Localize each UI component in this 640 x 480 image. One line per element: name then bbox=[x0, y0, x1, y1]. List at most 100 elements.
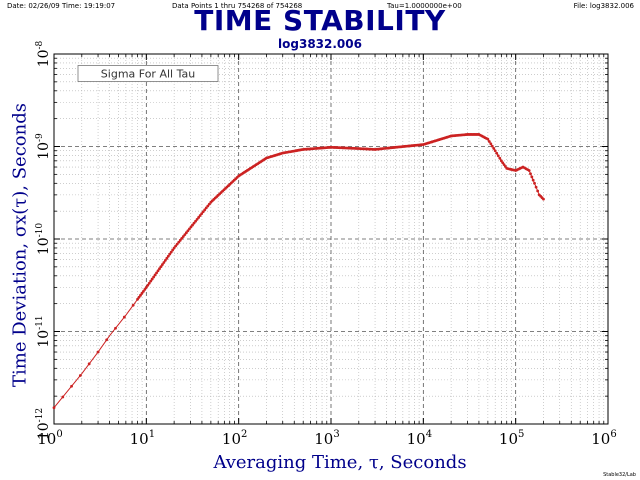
data-point bbox=[207, 202, 211, 206]
data-point bbox=[178, 238, 182, 242]
data-point bbox=[78, 374, 82, 377]
data-point bbox=[175, 242, 179, 246]
data-point bbox=[139, 293, 142, 297]
x-tick-label: 100 bbox=[37, 429, 62, 448]
y-tick-label: 10-9 bbox=[35, 133, 52, 160]
data-point bbox=[169, 250, 173, 254]
data-point bbox=[534, 185, 538, 189]
data-point bbox=[150, 277, 154, 281]
data-point bbox=[487, 140, 491, 143]
data-point bbox=[188, 227, 191, 231]
data-point bbox=[122, 315, 126, 319]
data-point bbox=[527, 169, 531, 172]
header-tau: Tau=1.0000000e+00 bbox=[387, 2, 462, 10]
x-tick-label: 104 bbox=[407, 429, 432, 448]
data-point bbox=[171, 248, 175, 252]
data-point bbox=[172, 246, 176, 250]
data-point bbox=[152, 275, 156, 279]
data-point bbox=[140, 291, 144, 295]
header-file: File: log3832.006 bbox=[573, 2, 634, 10]
data-point bbox=[165, 256, 169, 260]
x-tick-label: 103 bbox=[314, 429, 339, 448]
data-point bbox=[530, 175, 534, 179]
data-point bbox=[144, 285, 148, 289]
data-point bbox=[194, 219, 197, 223]
data-point bbox=[498, 156, 502, 160]
data-point bbox=[149, 279, 153, 283]
data-point bbox=[105, 338, 109, 342]
annotation-text: Sigma For All Tau bbox=[101, 68, 195, 81]
data-point bbox=[492, 147, 496, 150]
chart-title: TIME STABILITY bbox=[194, 4, 446, 37]
data-point bbox=[70, 384, 73, 388]
data-point bbox=[536, 189, 540, 193]
data-point bbox=[146, 283, 150, 287]
data-point bbox=[197, 216, 201, 219]
data-point bbox=[137, 295, 141, 299]
data-point bbox=[136, 297, 139, 301]
data-point bbox=[189, 225, 193, 229]
data-point bbox=[142, 289, 145, 293]
data-point bbox=[177, 240, 181, 244]
y-tick-label: 10-10 bbox=[35, 223, 52, 256]
y-axis-label: Time Deviation, σx(τ), Seconds bbox=[9, 103, 31, 387]
y-tick-label: 10-11 bbox=[35, 315, 52, 347]
y-tick-label: 10-8 bbox=[35, 40, 52, 67]
data-point bbox=[159, 265, 163, 269]
data-point bbox=[61, 395, 65, 399]
data-point bbox=[52, 406, 56, 410]
y-axis-label-wrap: Time Deviation, σx(τ), Seconds bbox=[0, 0, 40, 480]
data-point bbox=[163, 259, 167, 262]
data-point bbox=[155, 271, 158, 275]
header-date: Date: 02/26/09 Time: 19:19:07 bbox=[7, 2, 116, 10]
data-point bbox=[174, 244, 178, 248]
data-point bbox=[490, 144, 494, 148]
data-point bbox=[489, 142, 493, 146]
data-point bbox=[542, 197, 545, 201]
data-point bbox=[529, 172, 532, 176]
data-point bbox=[96, 350, 100, 354]
data-point bbox=[496, 154, 500, 158]
data-point bbox=[131, 303, 135, 307]
data-point bbox=[533, 181, 536, 185]
data-point bbox=[192, 221, 196, 225]
x-tick-label: 102 bbox=[222, 429, 247, 448]
data-point bbox=[166, 254, 170, 258]
header-data-points: Data Points 1 thru 754268 of 754268 bbox=[172, 2, 303, 10]
data-point bbox=[186, 229, 190, 233]
data-point bbox=[201, 210, 205, 214]
chart-subtitle: log3832.006 bbox=[278, 37, 362, 51]
x-tick-label: 101 bbox=[130, 429, 155, 448]
data-point bbox=[181, 235, 185, 238]
data-point bbox=[200, 212, 204, 216]
series-line bbox=[53, 133, 544, 409]
data-point bbox=[161, 263, 164, 266]
data-point bbox=[195, 217, 199, 221]
annotation-box bbox=[77, 65, 219, 82]
data-point bbox=[486, 137, 490, 141]
data-point bbox=[493, 149, 497, 153]
data-point bbox=[183, 233, 187, 237]
y-tick-label: 10-12 bbox=[35, 408, 52, 440]
data-point bbox=[184, 231, 188, 235]
data-point bbox=[162, 261, 166, 264]
data-point bbox=[198, 214, 202, 217]
data-point bbox=[153, 273, 157, 277]
data-point bbox=[531, 178, 535, 182]
x-axis-label: Averaging Time, τ, Seconds bbox=[213, 452, 467, 473]
x-tick-label: 105 bbox=[499, 429, 524, 448]
data-point bbox=[168, 252, 172, 256]
data-point bbox=[206, 204, 210, 208]
data-point bbox=[87, 362, 91, 366]
data-point bbox=[203, 208, 207, 212]
data-point bbox=[156, 269, 160, 273]
series-markers bbox=[52, 133, 545, 410]
footer-credit: Stable32/Lab bbox=[603, 472, 636, 478]
data-point bbox=[114, 326, 117, 330]
data-point bbox=[147, 281, 151, 285]
data-point bbox=[180, 237, 184, 240]
data-point bbox=[143, 287, 147, 291]
data-point bbox=[191, 223, 194, 227]
data-point bbox=[158, 267, 161, 271]
